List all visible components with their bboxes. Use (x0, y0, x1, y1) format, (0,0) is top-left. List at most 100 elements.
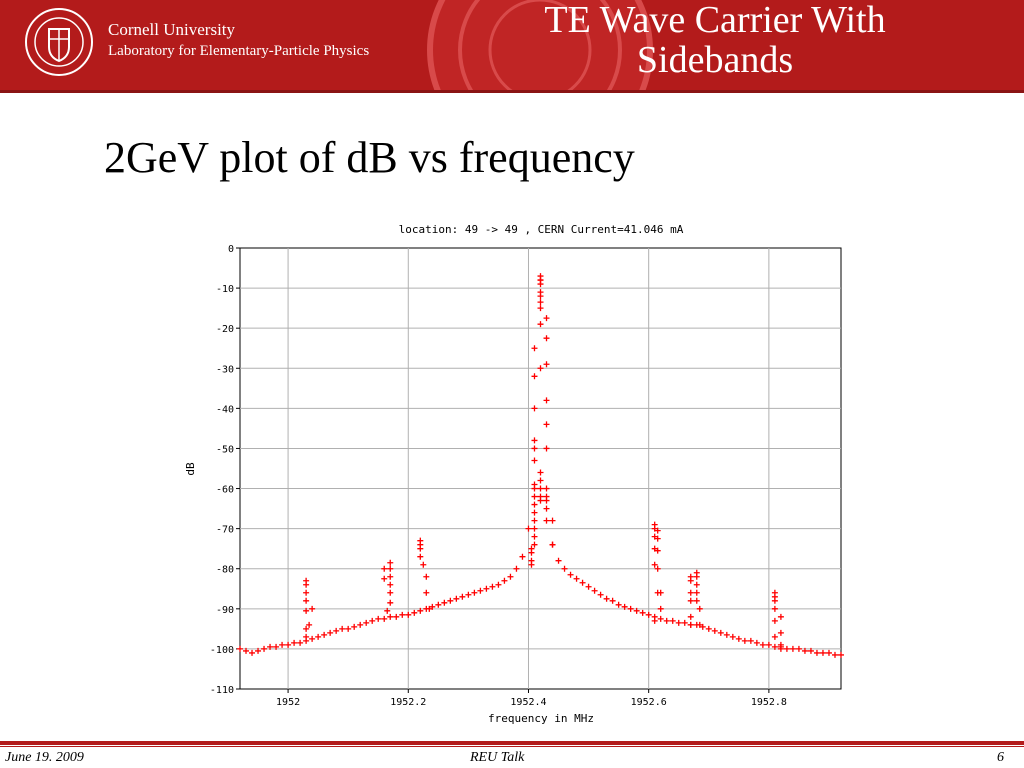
data-point (435, 601, 442, 608)
data-point (639, 609, 646, 616)
data-point (687, 613, 694, 620)
footer-date: June 19. 2009 (5, 750, 84, 765)
data-point (417, 607, 424, 614)
data-point (543, 361, 550, 368)
data-point (387, 581, 394, 588)
data-point (819, 649, 826, 656)
data-point (759, 641, 766, 648)
university-name: Cornell University (108, 20, 236, 39)
data-point (327, 629, 334, 636)
data-point (537, 305, 544, 312)
data-point (387, 573, 394, 580)
y-tick-label: -100 (210, 645, 234, 656)
data-point (651, 561, 658, 568)
data-point (528, 549, 535, 556)
y-tick-label: -20 (216, 324, 234, 335)
data-point (441, 599, 448, 606)
db-vs-frequency-chart: location: 49 -> 49 , CERN Current=41.046… (184, 223, 844, 725)
slide-subtitle: 2GeV plot of dB vs frequency (104, 133, 635, 182)
data-point (528, 561, 535, 568)
data-point (543, 421, 550, 428)
data-point (423, 573, 430, 580)
data-point (531, 345, 538, 352)
data-point (465, 591, 472, 598)
data-point (657, 605, 664, 612)
data-point (375, 615, 382, 622)
footer-talk: REU Talk (470, 750, 525, 765)
data-point (657, 615, 664, 622)
data-point (795, 645, 802, 652)
data-point (771, 633, 778, 640)
data-point (693, 581, 700, 588)
data-point (381, 615, 388, 622)
data-point (747, 637, 754, 644)
data-point (387, 599, 394, 606)
data-point (405, 611, 412, 618)
data-point (777, 645, 784, 652)
data-point (651, 545, 658, 552)
data-point (351, 623, 358, 630)
data-point (459, 593, 466, 600)
data-point (654, 547, 661, 554)
data-point (399, 611, 406, 618)
data-point (687, 621, 694, 628)
data-point (384, 607, 391, 614)
slide-header: Cornell University Laboratory for Elemen… (0, 0, 1024, 90)
x-tick-label: 1952.6 (631, 697, 667, 708)
data-point (525, 525, 532, 532)
data-point (537, 365, 544, 372)
data-point (531, 485, 538, 492)
data-point (420, 561, 427, 568)
data-point (369, 617, 376, 624)
data-point (543, 445, 550, 452)
data-point (717, 629, 724, 636)
data-point (426, 605, 433, 612)
data-point (705, 625, 712, 632)
data-point (393, 613, 400, 620)
data-point (693, 589, 700, 596)
y-tick-label: -70 (216, 525, 234, 536)
data-point (771, 597, 778, 604)
data-point (783, 645, 790, 652)
data-point (645, 611, 652, 618)
data-point (303, 597, 310, 604)
data-point (537, 299, 544, 306)
y-axis-label: dB (184, 462, 197, 476)
data-point (771, 605, 778, 612)
data-point (555, 557, 562, 564)
data-point (309, 635, 316, 642)
data-point (651, 617, 658, 624)
data-point (537, 281, 544, 288)
y-tick-label: -50 (216, 444, 234, 455)
data-point (339, 625, 346, 632)
data-point (651, 533, 658, 540)
data-point (549, 541, 556, 548)
data-point (255, 647, 262, 654)
data-point (531, 493, 538, 500)
data-point (303, 607, 310, 614)
data-point (687, 597, 694, 604)
y-tick-label: -90 (216, 605, 234, 616)
data-point (801, 647, 808, 654)
data-point (543, 397, 550, 404)
lab-name: Laboratory for Elementary-Particle Physi… (108, 43, 370, 59)
data-point (531, 525, 538, 532)
data-point (303, 633, 310, 640)
cornell-seal-logo (25, 8, 93, 76)
data-point (483, 585, 490, 592)
data-point (501, 577, 508, 584)
data-point (543, 485, 550, 492)
data-point (423, 589, 430, 596)
data-point (771, 643, 778, 650)
chart-title: location: 49 -> 49 , CERN Current=41.046… (399, 223, 684, 236)
data-point (537, 485, 544, 492)
data-point (741, 637, 748, 644)
y-tick-label: 0 (228, 244, 234, 255)
data-point (561, 565, 568, 572)
data-point (777, 613, 784, 620)
plot-frame (239, 247, 842, 690)
x-tick-label: 1952.2 (390, 697, 426, 708)
data-point (579, 579, 586, 586)
data-point (807, 647, 814, 654)
data-point (531, 509, 538, 516)
